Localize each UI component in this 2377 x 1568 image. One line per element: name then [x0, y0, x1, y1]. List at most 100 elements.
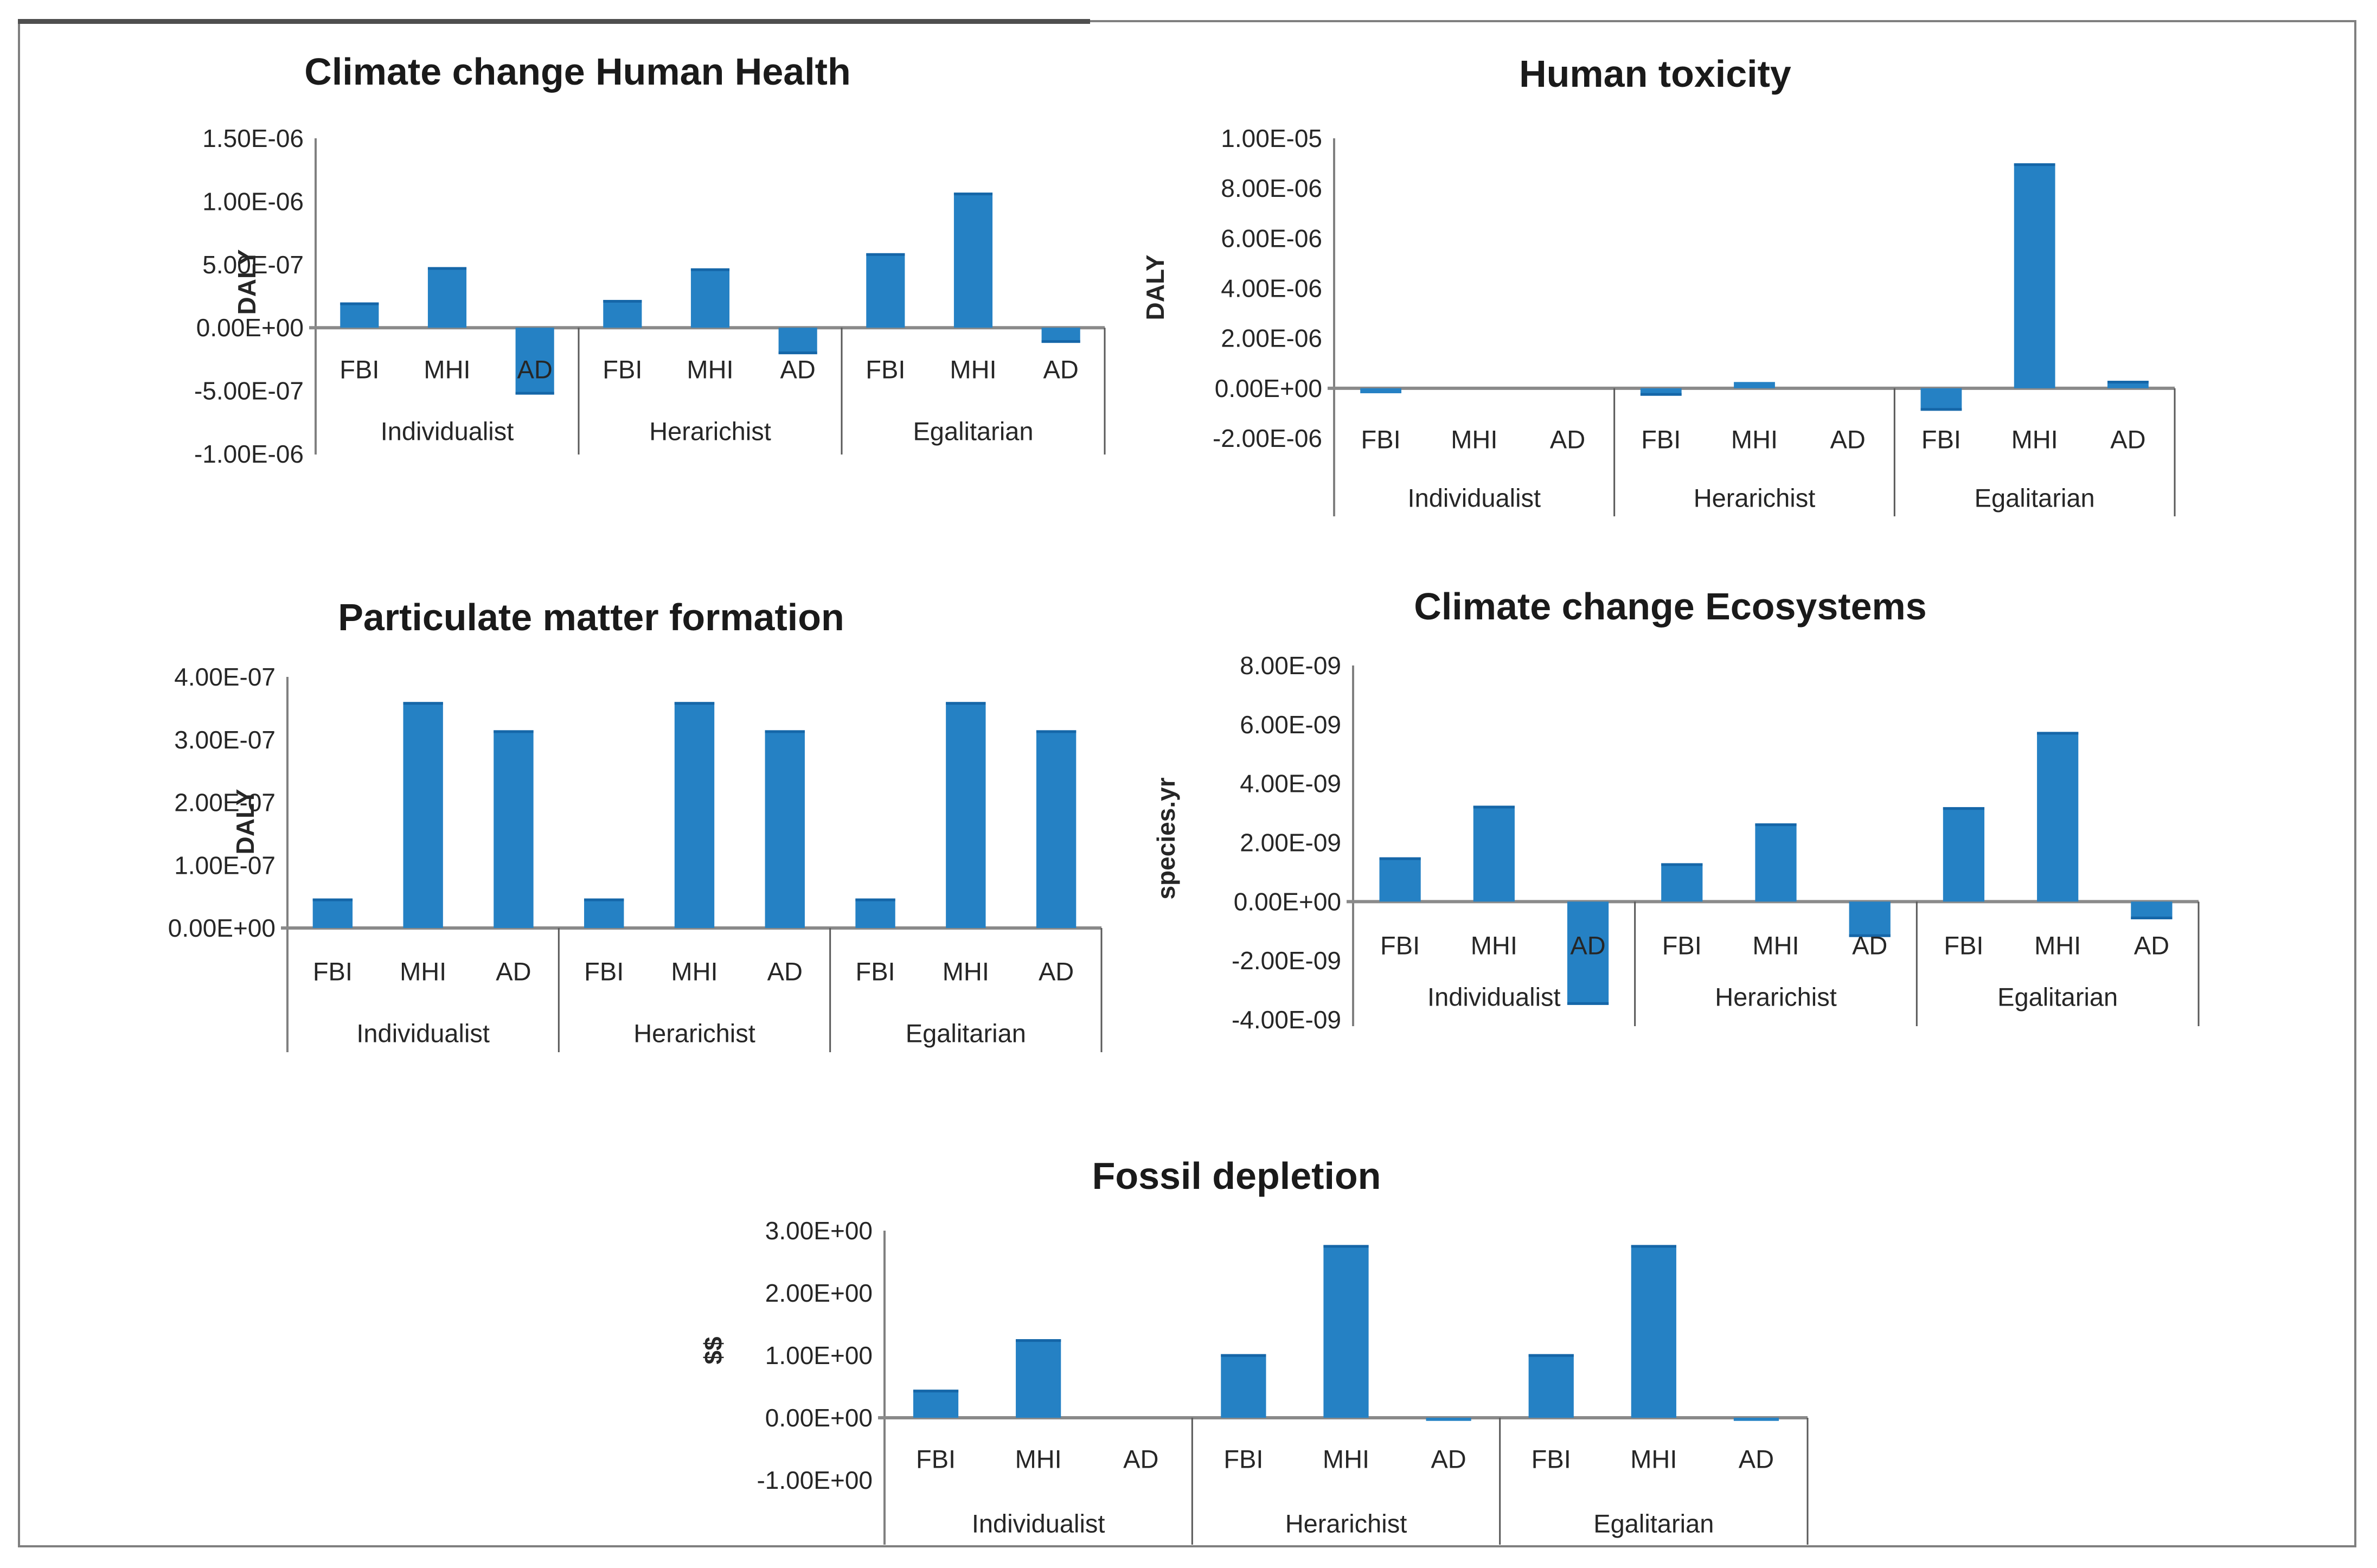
y-tick-label: 1.00E-07 — [174, 851, 275, 879]
group-label: Egalitarian — [906, 1019, 1026, 1048]
bar-herarichist-mhi — [690, 268, 730, 328]
y-tick-label: -2.00E-06 — [1213, 424, 1322, 452]
bar-cap — [1661, 863, 1703, 866]
bar-herarichist-fbi — [603, 299, 642, 328]
y-tick-label: -4.00E-09 — [1232, 1006, 1341, 1034]
bar-cap — [1041, 340, 1080, 343]
y-tick-label: 0.00E+00 — [1234, 887, 1341, 916]
bar-category-label: AD — [517, 355, 553, 384]
bar-category-label: AD — [2134, 931, 2169, 960]
bar-herarichist-ad — [778, 328, 817, 355]
bar-category-label: AD — [2110, 425, 2145, 454]
y-tick-label: 1.50E-06 — [202, 124, 304, 152]
bar-cap — [1849, 934, 1891, 937]
bar-category-label: MHI — [687, 355, 733, 384]
bar-herarichist-ad — [1849, 901, 1891, 937]
bar-egalitarian-fbi — [866, 253, 905, 328]
chart-title-fossil-depletion: Fossil depletion — [1092, 1155, 1381, 1197]
y-tick-label: -5.00E-07 — [194, 377, 304, 405]
bar-herarichist-ad — [1426, 1418, 1471, 1421]
bar-category-label: FBI — [1361, 425, 1401, 454]
group-label: Egalitarian — [1997, 983, 2118, 1012]
y-tick-label: 0.00E+00 — [765, 1404, 873, 1432]
group-label: Individualist — [1408, 484, 1541, 513]
bar-egalitarian-mhi — [2014, 163, 2055, 388]
bar-individualist-fbi — [312, 898, 353, 928]
bar-category-label: MHI — [671, 957, 717, 986]
bar-category-label: FBI — [916, 1445, 956, 1474]
bar-category-label: MHI — [400, 957, 446, 986]
bar-cap — [2131, 916, 2173, 919]
bar-category-label: FBI — [1641, 425, 1681, 454]
y-tick-label: -1.00E-06 — [194, 440, 304, 468]
bar-cap — [1016, 1339, 1061, 1342]
bar-category-label: FBI — [313, 957, 353, 986]
group-label: Herarichist — [1285, 1509, 1407, 1538]
bar-category-label: AD — [1550, 425, 1585, 454]
bar-individualist-ad — [494, 730, 534, 928]
y-tick-label: 1.00E-05 — [1221, 124, 1322, 152]
bar-cap — [494, 730, 534, 733]
bar-category-label: AD — [1739, 1445, 1774, 1474]
bar-egalitarian-ad — [2131, 901, 2173, 919]
outer-border-top-segment — [18, 19, 1090, 24]
bar-category-label: MHI — [424, 355, 470, 384]
bar-cap — [855, 898, 895, 901]
bar-category-label: MHI — [943, 957, 989, 986]
bar-cap — [1528, 1354, 1574, 1357]
bar-individualist-fbi — [1379, 857, 1421, 902]
bar-individualist-mhi — [427, 267, 467, 328]
bar-egalitarian-fbi — [1920, 388, 1962, 411]
y-tick-label: 0.00E+00 — [196, 313, 304, 342]
bar-category-label: MHI — [1471, 931, 1517, 960]
bar-category-label: FBI — [1380, 931, 1420, 960]
bar-category-label: AD — [1039, 957, 1074, 986]
y-tick-label: 2.00E-06 — [1221, 324, 1322, 353]
y-tick-label: 4.00E-09 — [1240, 770, 1341, 798]
y-axis-title-daly-1: DALY — [233, 249, 261, 315]
chart-title-climate-change-human-health: Climate change Human Health — [304, 50, 851, 93]
y-tick-label: 3.00E-07 — [174, 726, 275, 754]
bar-herarichist-ad — [765, 730, 805, 928]
bar-egalitarian-mhi — [1631, 1245, 1676, 1418]
bar-egalitarian-fbi — [855, 898, 895, 928]
bar-individualist-fbi — [1360, 388, 1401, 394]
bar-cap — [603, 299, 642, 303]
bar-cap — [1631, 1245, 1676, 1248]
bar-category-label: AD — [1570, 931, 1605, 960]
bar-cap — [674, 702, 715, 705]
bar-individualist-fbi — [913, 1390, 959, 1418]
bar-individualist-ad — [515, 328, 554, 395]
bar-individualist-fbi — [340, 302, 379, 328]
y-axis-title-species-yr: species.yr — [1152, 777, 1180, 900]
bar-cap — [1920, 408, 1962, 411]
group-label: Herarichist — [1715, 983, 1837, 1012]
bar-cap — [946, 702, 986, 705]
bar-category-label: AD — [767, 957, 803, 986]
bar-herarichist-mhi — [1734, 382, 1775, 388]
y-axis-title-daly-3: DALY — [231, 789, 259, 855]
y-tick-label: 1.00E-06 — [202, 187, 304, 215]
bar-category-label: AD — [1123, 1445, 1158, 1474]
group-label: Individualist — [972, 1509, 1105, 1538]
bar-cap — [866, 253, 905, 256]
y-axis-title-daly-2: DALY — [1141, 254, 1169, 321]
bar-cap — [1221, 1354, 1266, 1357]
bar-category-label: FBI — [339, 355, 379, 384]
bar-cap — [2037, 732, 2079, 735]
bar-category-label: MHI — [1451, 425, 1497, 454]
y-tick-label: 4.00E-06 — [1221, 274, 1322, 303]
group-label: Herarichist — [649, 417, 771, 446]
bar-category-label: MHI — [2034, 931, 2081, 960]
bar-category-label: FBI — [603, 355, 642, 384]
y-tick-label: 3.00E+00 — [765, 1217, 873, 1245]
group-label: Egalitarian — [1593, 1509, 1714, 1538]
bar-egalitarian-mhi — [2037, 732, 2079, 902]
group-label: Individualist — [1427, 983, 1561, 1012]
y-tick-label: 0.00E+00 — [1215, 374, 1322, 402]
bar-category-label: FBI — [1662, 931, 1702, 960]
y-tick-label: -2.00E-09 — [1232, 946, 1341, 975]
bar-cap — [690, 268, 730, 271]
